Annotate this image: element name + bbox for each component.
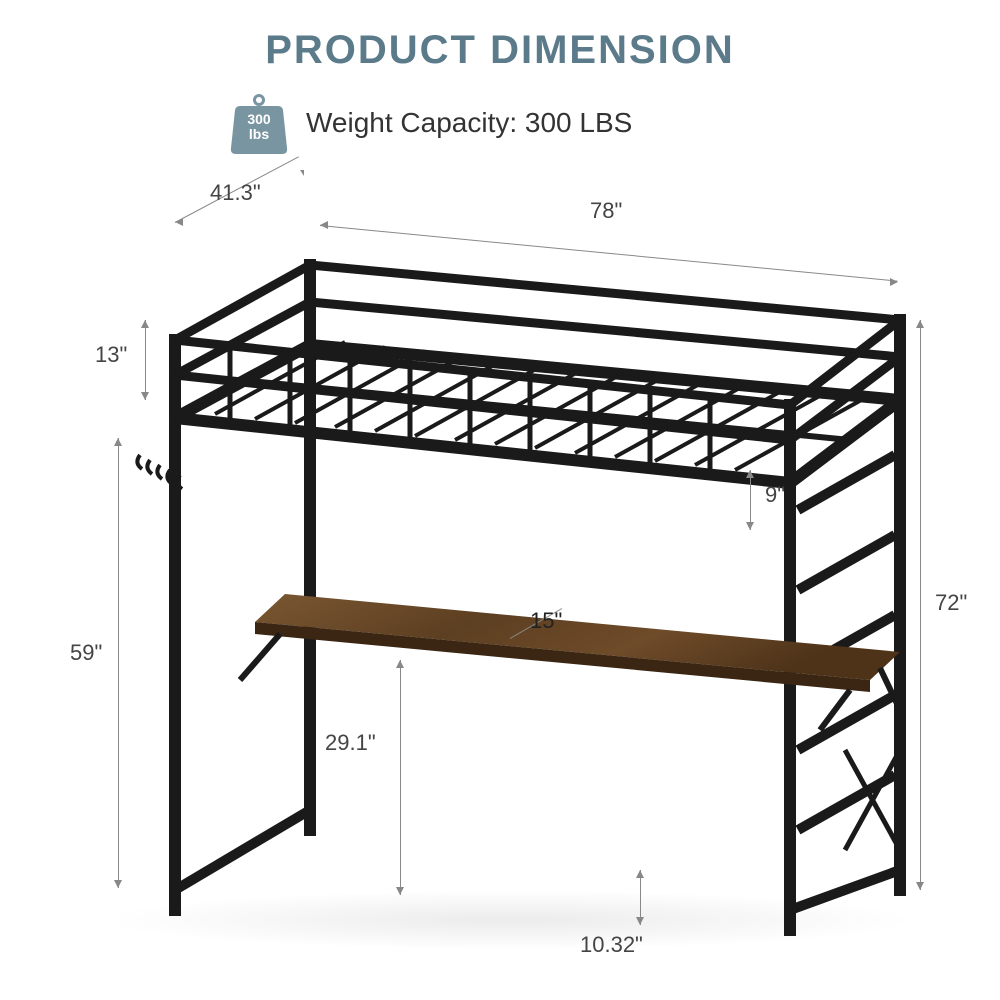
- diagram-stage: 41.3" 78" 13" 59" 9" 72" 15" 29.1" 10.32…: [0, 170, 1000, 1000]
- dim-step: 9": [765, 482, 785, 508]
- page-title: PRODUCT DIMENSION: [265, 28, 735, 73]
- dim-clearance: 10.32": [580, 932, 643, 958]
- dim-width-top: 41.3": [210, 180, 261, 206]
- weight-unit: lbs: [249, 126, 269, 142]
- capacity-row: 300 lbs Weight Capacity: 300 LBS: [230, 92, 632, 154]
- dim-line-step: [750, 470, 751, 530]
- dim-guardrail: 13": [95, 342, 127, 368]
- dim-line-desk-height: [400, 660, 401, 895]
- weight-icon: 300 lbs: [230, 92, 288, 154]
- dim-line-underbed: [118, 438, 119, 888]
- dim-line-guardrail: [145, 320, 146, 400]
- dim-underbed: 59": [70, 640, 102, 666]
- weight-value: 300: [247, 111, 270, 127]
- dim-line-total-height: [920, 320, 921, 890]
- capacity-text: Weight Capacity: 300 LBS: [306, 107, 632, 139]
- loft-bed-diagram: [80, 190, 920, 950]
- desk-surface: [240, 594, 900, 730]
- weight-icon-text: 300 lbs: [230, 112, 288, 142]
- dim-desk-height: 29.1": [325, 730, 376, 756]
- dim-line-clearance: [640, 870, 641, 925]
- dim-total-height: 72": [935, 590, 967, 616]
- dim-length-top: 78": [590, 198, 622, 224]
- dim-desk-depth: 15": [530, 608, 562, 634]
